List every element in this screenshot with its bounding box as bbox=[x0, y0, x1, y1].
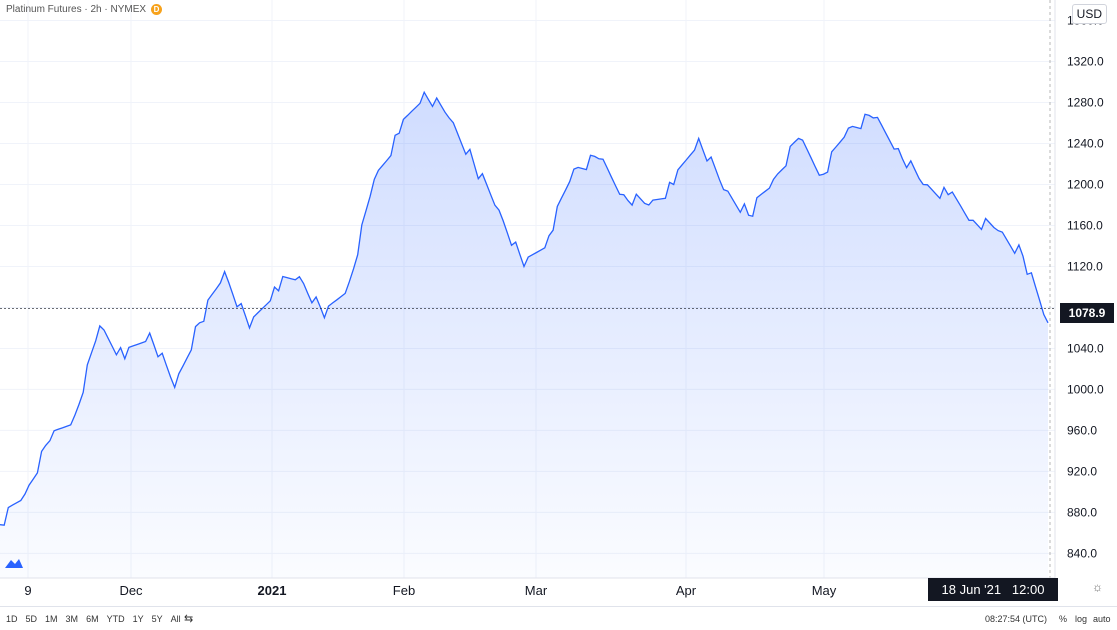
delayed-badge: D bbox=[151, 4, 163, 15]
x-tick-label: Dec bbox=[119, 583, 143, 598]
range-button-6m[interactable]: 6M bbox=[86, 614, 99, 624]
tradingview-logo-icon[interactable] bbox=[4, 555, 24, 571]
y-tick-label: 1240.0 bbox=[1067, 136, 1104, 150]
price-axis: 840.0880.0920.0960.01000.01040.01080.011… bbox=[1067, 13, 1104, 560]
y-tick-label: 1040.0 bbox=[1067, 341, 1104, 355]
range-button-5d[interactable]: 5D bbox=[25, 614, 38, 624]
symbol-title: Platinum Futures · 2h · NYMEX bbox=[6, 4, 147, 15]
currency-button[interactable]: USD bbox=[1071, 4, 1107, 24]
y-tick-label: 880.0 bbox=[1067, 505, 1097, 519]
y-tick-label: 960.0 bbox=[1067, 423, 1097, 437]
range-selector: 1D 5D 1M 3M 6M YTD 1Y 5Y All bbox=[6, 614, 181, 624]
crosshair-date-label: 18 Jun '21 12:00 bbox=[928, 578, 1058, 601]
y-tick-label: 1200.0 bbox=[1067, 177, 1104, 191]
current-price-label: 1078.9 bbox=[1060, 303, 1114, 323]
x-tick-label: May bbox=[812, 583, 837, 598]
range-button-1d[interactable]: 1D bbox=[6, 614, 18, 624]
x-tick-label: 9 bbox=[24, 583, 31, 598]
y-tick-label: 1280.0 bbox=[1067, 95, 1104, 109]
range-button-5y[interactable]: 5Y bbox=[151, 614, 163, 624]
log-toggle[interactable]: log bbox=[1075, 614, 1088, 624]
x-tick-label: Feb bbox=[393, 583, 415, 598]
y-tick-label: 1000.0 bbox=[1067, 382, 1104, 396]
range-button-1y[interactable]: 1Y bbox=[132, 614, 144, 624]
utc-clock[interactable]: 08:27:54 (UTC) bbox=[985, 614, 1048, 624]
range-button-ytd[interactable]: YTD bbox=[106, 614, 125, 624]
settings-icon[interactable]: ☼ bbox=[1092, 580, 1103, 594]
y-tick-label: 1320.0 bbox=[1067, 54, 1104, 68]
range-button-all[interactable]: All bbox=[170, 614, 181, 624]
area-fill bbox=[0, 92, 1048, 578]
x-tick-label: 2021 bbox=[258, 583, 287, 598]
y-tick-label: 1120.0 bbox=[1067, 259, 1103, 273]
time-axis: 9 Dec 2021 Feb Mar Apr May bbox=[24, 583, 836, 598]
bottom-toolbar: 1D 5D 1M 3M 6M YTD 1Y 5Y All ⇆ 08:27:54 (UTC) % … bbox=[0, 606, 1117, 630]
chart-legend: Platinum Futures · 2h · NYMEX D bbox=[6, 4, 163, 15]
y-tick-label: 840.0 bbox=[1067, 546, 1097, 560]
y-tick-label: 920.0 bbox=[1067, 464, 1097, 478]
price-line bbox=[0, 90, 1049, 526]
range-button-1m[interactable]: 1M bbox=[45, 614, 58, 624]
percent-toggle[interactable]: % bbox=[1059, 614, 1068, 624]
x-tick-label: Apr bbox=[676, 583, 697, 598]
x-tick-label: Mar bbox=[525, 583, 548, 598]
range-button-3m[interactable]: 3M bbox=[65, 614, 79, 624]
y-tick-label: 1160.0 bbox=[1067, 218, 1103, 232]
compare-ranges-icon[interactable]: ⇆ bbox=[184, 613, 194, 625]
auto-toggle[interactable]: auto bbox=[1093, 614, 1111, 624]
